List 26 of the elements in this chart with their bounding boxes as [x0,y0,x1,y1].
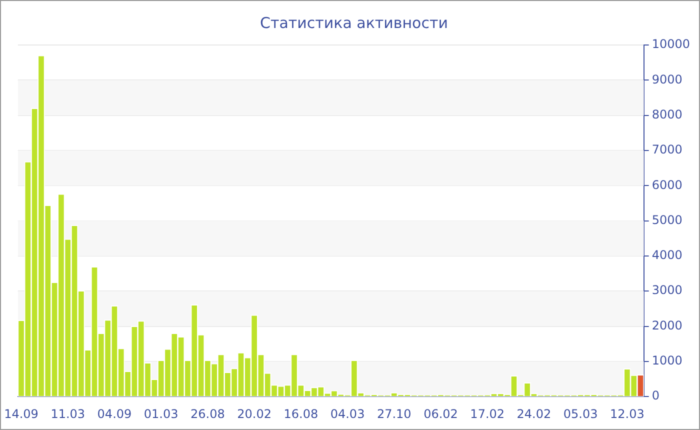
y-tick-label: 7000 [652,142,682,157]
y-tick-label: 8000 [652,107,682,122]
x-tick-label: 24.02 [516,406,552,421]
y-tick-label: 9000 [652,72,682,86]
x-tick-label: 04.03 [330,406,365,421]
x-tick-label: 16.08 [284,406,318,421]
y-tick-label: 0 [652,388,660,403]
y-tick-label: 5000 [652,212,682,227]
x-tick-label: 14.09 [4,406,38,421]
x-tick-label: 06.02 [424,406,458,421]
x-tick-label: 27.10 [376,406,412,421]
y-tick-label: 6000 [652,178,682,192]
x-tick-label: 04.09 [97,406,132,421]
chart-title: Статистика активности [260,14,448,32]
x-tick-label: 01.03 [144,406,178,421]
x-tick-label: 12.03 [610,406,644,421]
y-tick-label: 3000 [652,283,682,298]
y-tick-label: 10000 [652,37,690,52]
y-tick-label: 2000 [652,318,682,332]
x-tick-label: 05.03 [563,406,598,421]
x-tick-label: 17.02 [470,406,505,421]
y-tick-label: 1000 [652,354,682,368]
x-tick-label: 11.03 [50,406,86,421]
x-tick-label: 26.08 [190,406,225,421]
y-tick-label: 4000 [652,248,682,262]
x-tick-label: 20.02 [237,406,272,421]
